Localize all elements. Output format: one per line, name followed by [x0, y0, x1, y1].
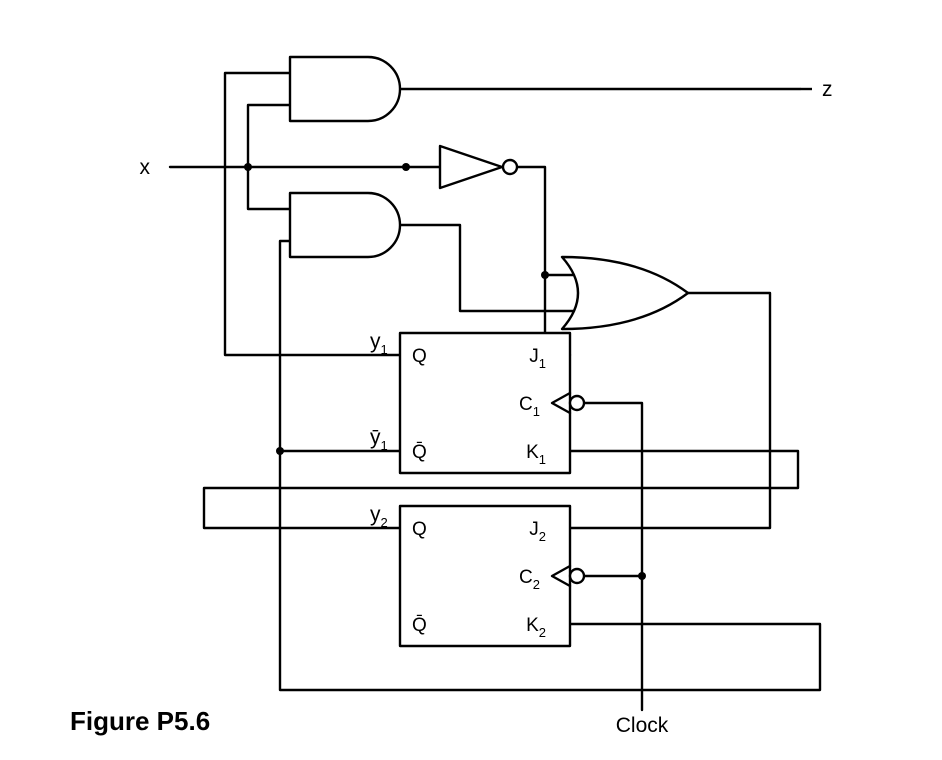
- label-y1bar: ȳ1: [370, 426, 388, 453]
- circuit-diagram: x z y1 ȳ1 y2 Q Q̄ J1 C1 K1 Q Q̄: [0, 0, 942, 760]
- ff2-clock-bubble: [570, 569, 584, 583]
- label-z: z: [822, 78, 833, 101]
- figure-caption: Figure P5.6: [70, 706, 210, 736]
- gate-and-top: [290, 57, 400, 121]
- label-clock: Clock: [616, 714, 669, 737]
- wire-andbot-to-or: [400, 225, 576, 311]
- label-x: x: [140, 156, 151, 179]
- gate-or: [562, 257, 688, 329]
- ff2-pin-qbar: Q̄: [412, 615, 427, 636]
- wire-clock: [584, 403, 642, 710]
- gate-not-triangle: [440, 146, 502, 188]
- ff1-clock-bubble: [570, 396, 584, 410]
- gate-not-bubble: [503, 160, 517, 174]
- label-y1: y1: [370, 330, 388, 357]
- ff2-pin-q: Q: [412, 519, 427, 540]
- wire-not-out: [517, 167, 570, 355]
- gate-and-bottom: [290, 193, 400, 257]
- wire-x-to-and-bot: [248, 167, 290, 209]
- wire-x-to-and-top: [248, 105, 290, 167]
- ff1-pin-qbar: Q̄: [412, 442, 427, 463]
- label-y2: y2: [370, 503, 388, 530]
- ff1-pin-q: Q: [412, 346, 427, 367]
- wire-or-to-j2: [570, 293, 770, 528]
